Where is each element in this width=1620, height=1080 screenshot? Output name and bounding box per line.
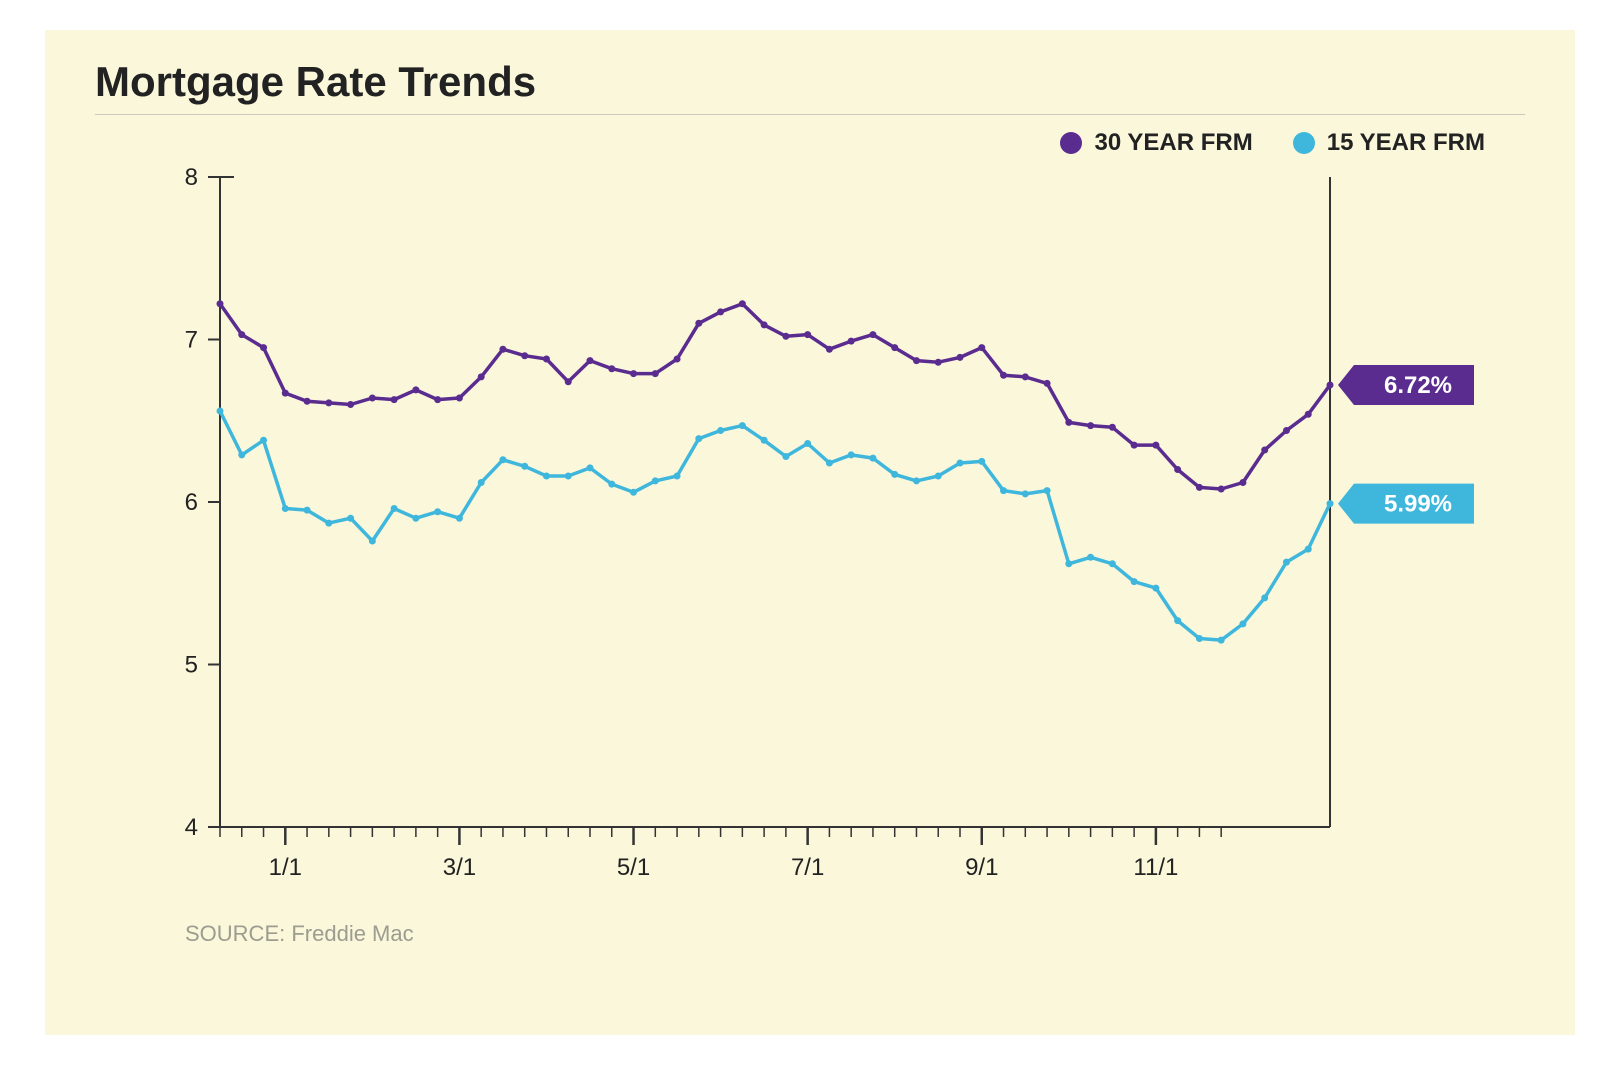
legend-item-15yr: 15 YEAR FRM — [1293, 129, 1485, 157]
legend-dot-icon — [1293, 132, 1315, 154]
legend-label: 15 YEAR FRM — [1327, 129, 1485, 157]
svg-text:8: 8 — [185, 164, 198, 191]
svg-text:4: 4 — [185, 814, 198, 841]
page-frame: Mortgage Rate Trends 30 YEAR FRM 15 YEAR… — [0, 0, 1620, 1080]
svg-text:5/1: 5/1 — [617, 854, 650, 881]
svg-text:7/1: 7/1 — [791, 854, 824, 881]
chart-area: 4 5 6 7 8 1/1 3/1 5/1 7/1 9/1 11/1 6.72% 5.99% — [95, 157, 1525, 907]
svg-text:6: 6 — [185, 489, 198, 516]
svg-text:9/1: 9/1 — [965, 854, 998, 881]
svg-text:6.72%: 6.72% — [1384, 372, 1452, 399]
svg-text:5: 5 — [185, 652, 198, 679]
svg-text:3/1: 3/1 — [443, 854, 476, 881]
legend-dot-icon — [1060, 132, 1082, 154]
source-label: SOURCE: Freddie Mac — [185, 921, 1525, 947]
svg-text:7: 7 — [185, 327, 198, 354]
legend-item-30yr: 30 YEAR FRM — [1060, 129, 1252, 157]
chart-card: Mortgage Rate Trends 30 YEAR FRM 15 YEAR… — [45, 30, 1575, 1035]
legend-label: 30 YEAR FRM — [1094, 129, 1252, 157]
svg-text:11/1: 11/1 — [1133, 854, 1178, 881]
chart-title: Mortgage Rate Trends — [95, 58, 1525, 115]
svg-text:5.99%: 5.99% — [1384, 491, 1452, 518]
legend: 30 YEAR FRM 15 YEAR FRM — [95, 129, 1485, 157]
svg-text:1/1: 1/1 — [269, 854, 302, 881]
line-chart-svg: 4 5 6 7 8 1/1 3/1 5/1 7/1 9/1 11/1 6.72% 5.99% — [95, 157, 1525, 907]
